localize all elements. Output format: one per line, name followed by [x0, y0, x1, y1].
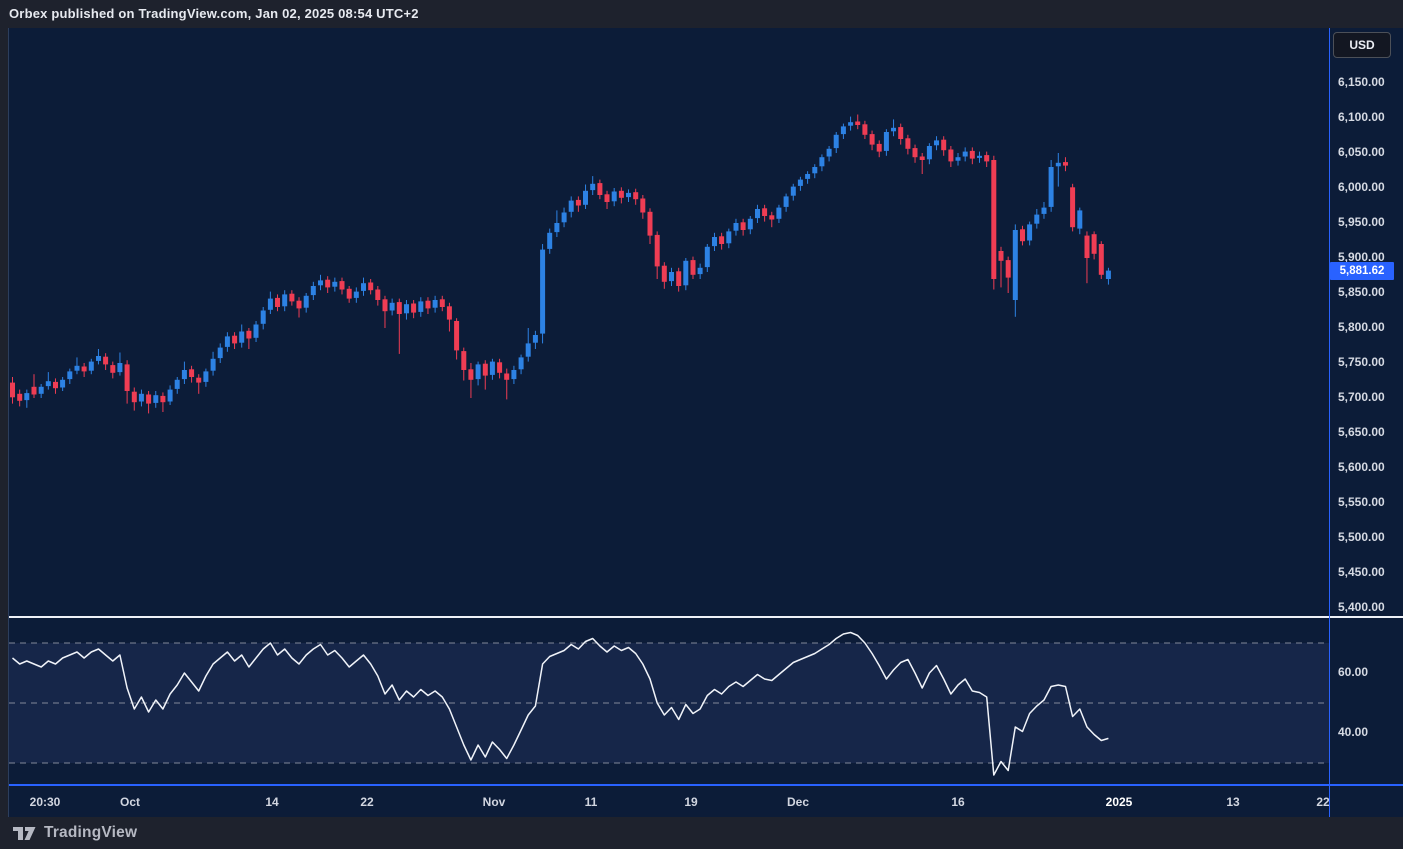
footer: TradingView [0, 817, 1403, 849]
price-axis-label: 5,850.00 [1338, 285, 1385, 299]
price-axis-border [1329, 28, 1330, 817]
tradingview-brand[interactable]: TradingView [44, 824, 138, 841]
currency-toggle-button[interactable]: USD [1333, 32, 1391, 58]
time-axis-label: 19 [684, 795, 698, 809]
last-price-badge: 5,881.62 [1330, 261, 1394, 280]
time-axis-label: 22 [1316, 795, 1330, 809]
time-axis-label: 20:30 [29, 795, 61, 809]
price-axis-label: 6,000.00 [1338, 180, 1385, 194]
price-axis-label: 6,100.00 [1338, 110, 1385, 124]
price-axis-label: 5,450.00 [1338, 565, 1385, 579]
price-axis-label: 5,900.00 [1338, 250, 1385, 264]
price-axis-label: 5,650.00 [1338, 425, 1385, 439]
price-axis-label: 5,700.00 [1338, 390, 1385, 404]
oscillator-axis-label: 60.00 [1338, 665, 1369, 679]
price-axis-label: 5,950.00 [1338, 215, 1385, 229]
oscillator-chart[interactable] [9, 617, 1329, 785]
price-axis-label: 6,150.00 [1338, 75, 1385, 89]
time-axis[interactable]: 20:30 Oct 14 22 Nov 11 19 Dec 16 2025 13 22 [9, 786, 1403, 817]
time-axis-label: Oct [119, 795, 141, 809]
price-axis[interactable]: USD 6,150.00 6,100.00 6,050.00 6,000.00 5,95… [1330, 28, 1403, 817]
tradingview-logo-icon[interactable] [13, 826, 36, 841]
oscillator-axis-label: 40.00 [1338, 725, 1369, 739]
candlestick-chart[interactable] [9, 28, 1329, 617]
time-axis-separator [9, 784, 1403, 786]
time-axis-label: 16 [951, 795, 965, 809]
attribution-bar: Orbex published on TradingView.com, Jan … [0, 0, 1403, 28]
price-axis-label: 5,600.00 [1338, 460, 1385, 474]
price-axis-label: 5,800.00 [1338, 320, 1385, 334]
time-axis-label: Dec [786, 795, 810, 809]
pane-separator[interactable] [9, 616, 1403, 618]
price-axis-label: 5,750.00 [1338, 355, 1385, 369]
time-axis-label: 2025 [1105, 795, 1133, 809]
time-axis-label: 22 [360, 795, 374, 809]
time-axis-label: 11 [584, 795, 598, 809]
price-axis-label: 5,500.00 [1338, 530, 1385, 544]
attribution-text: Orbex published on TradingView.com, Jan … [9, 6, 419, 21]
time-axis-label: 13 [1226, 795, 1240, 809]
time-axis-label: Nov [482, 795, 506, 809]
time-axis-label: 14 [265, 795, 279, 809]
price-axis-label: 5,550.00 [1338, 495, 1385, 509]
price-axis-label: 5,400.00 [1338, 600, 1385, 614]
chart-container: 20:30 Oct 14 22 Nov 11 19 Dec 16 2025 13 22 USD 6,1… [8, 28, 1403, 817]
price-axis-label: 6,050.00 [1338, 145, 1385, 159]
